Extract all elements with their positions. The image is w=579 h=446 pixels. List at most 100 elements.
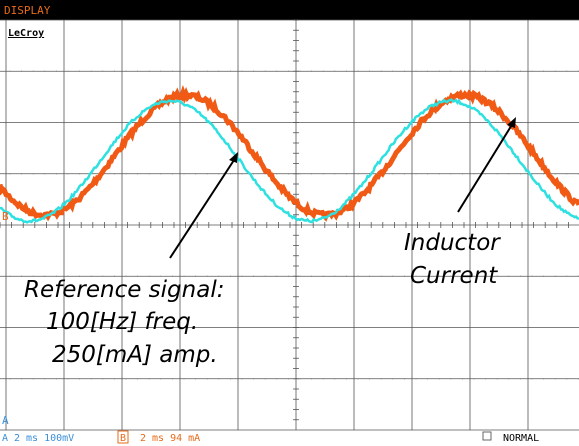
graticule xyxy=(0,20,579,430)
dot xyxy=(311,276,312,277)
dot xyxy=(265,276,266,277)
dot xyxy=(114,71,115,72)
dot xyxy=(102,71,103,72)
dot xyxy=(531,378,532,379)
dot xyxy=(439,71,440,72)
dot xyxy=(218,173,219,174)
arrow xyxy=(458,123,513,212)
dot xyxy=(555,71,556,72)
dot xyxy=(114,378,115,379)
dot xyxy=(531,276,532,277)
dot xyxy=(566,173,567,174)
dot xyxy=(334,173,335,174)
dot xyxy=(195,71,196,72)
dot xyxy=(323,173,324,174)
dot xyxy=(369,276,370,277)
dot xyxy=(299,173,300,174)
status-channel[interactable]: B xyxy=(120,433,126,444)
dot xyxy=(56,71,57,72)
brand: LeCroy xyxy=(8,28,44,39)
dot xyxy=(149,71,150,72)
top-bar xyxy=(0,0,579,20)
dot xyxy=(44,173,45,174)
dot xyxy=(9,276,10,277)
dot xyxy=(299,71,300,72)
dot xyxy=(67,378,68,379)
dot xyxy=(183,378,184,379)
dot xyxy=(172,173,173,174)
dot xyxy=(253,276,254,277)
dot xyxy=(311,71,312,72)
dot xyxy=(508,276,509,277)
dot xyxy=(450,378,451,379)
dot xyxy=(508,173,509,174)
dot xyxy=(67,173,68,174)
dot xyxy=(357,276,358,277)
dot xyxy=(207,71,208,72)
dot xyxy=(33,71,34,72)
dot xyxy=(520,71,521,72)
dot xyxy=(276,378,277,379)
page: {"header": {"menu": "DISPLAY", "brand": … xyxy=(0,0,579,446)
dot xyxy=(427,71,428,72)
dot xyxy=(485,71,486,72)
dot xyxy=(404,378,405,379)
dot xyxy=(462,378,463,379)
dot xyxy=(195,378,196,379)
dot xyxy=(160,71,161,72)
dot xyxy=(404,71,405,72)
dot xyxy=(555,378,556,379)
dot xyxy=(9,378,10,379)
annotation: Inductor xyxy=(404,230,501,256)
dot xyxy=(369,378,370,379)
scope-screen: DISPLAY LeCroy Reference signal: 100[Hz]… xyxy=(0,0,579,446)
dot xyxy=(288,276,289,277)
dot xyxy=(427,378,428,379)
dot xyxy=(357,71,358,72)
dot xyxy=(299,276,300,277)
annotation: Current xyxy=(410,263,498,289)
dot xyxy=(230,276,231,277)
dot xyxy=(566,378,567,379)
dot xyxy=(230,173,231,174)
dot xyxy=(299,378,300,379)
dot xyxy=(288,378,289,379)
dot xyxy=(149,173,150,174)
dot xyxy=(497,173,498,174)
dot xyxy=(160,173,161,174)
dot xyxy=(520,378,521,379)
dot xyxy=(404,276,405,277)
dot xyxy=(79,378,80,379)
dot xyxy=(334,71,335,72)
status-channel[interactable]: A xyxy=(2,433,8,444)
dot xyxy=(253,71,254,72)
dot xyxy=(125,378,126,379)
dot xyxy=(415,71,416,72)
dot xyxy=(79,71,80,72)
dot xyxy=(462,71,463,72)
mode-box xyxy=(483,432,491,440)
dot xyxy=(230,378,231,379)
dot xyxy=(114,173,115,174)
dot xyxy=(520,173,521,174)
dot xyxy=(218,378,219,379)
dot xyxy=(497,71,498,72)
dot xyxy=(241,378,242,379)
dot xyxy=(485,173,486,174)
annotation: 250[mA] amp. xyxy=(52,342,218,368)
dot xyxy=(253,173,254,174)
dot xyxy=(404,173,405,174)
dot xyxy=(381,378,382,379)
dot xyxy=(79,173,80,174)
dot xyxy=(508,378,509,379)
dot xyxy=(439,173,440,174)
dot xyxy=(21,378,22,379)
dot xyxy=(207,173,208,174)
dot xyxy=(566,71,567,72)
dot xyxy=(346,276,347,277)
dot xyxy=(311,378,312,379)
status-settings: 2 ms 94 mA xyxy=(140,433,200,444)
menu-label[interactable]: DISPLAY xyxy=(4,4,51,17)
dot xyxy=(543,71,544,72)
dot xyxy=(137,173,138,174)
